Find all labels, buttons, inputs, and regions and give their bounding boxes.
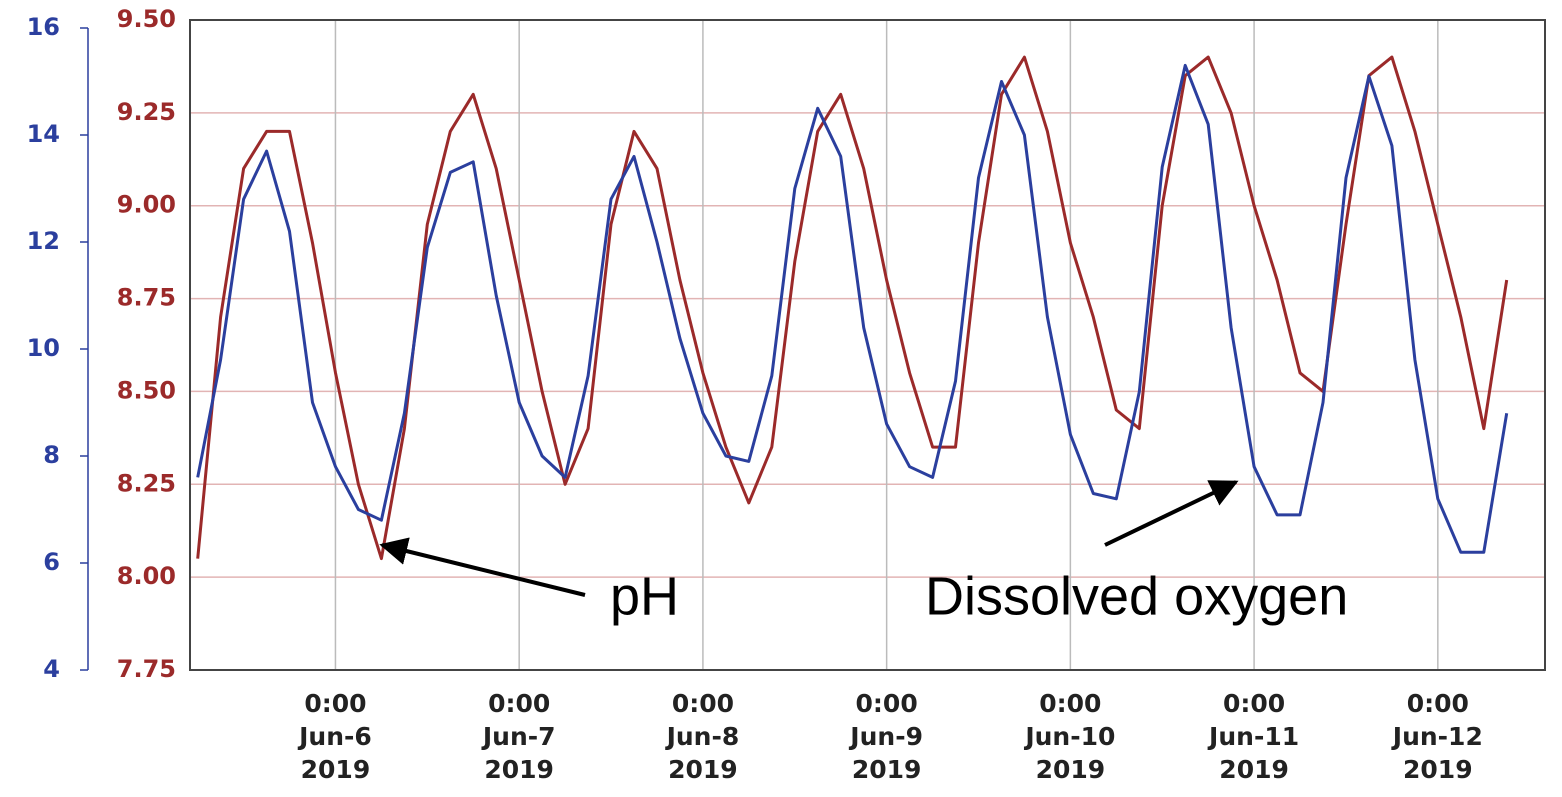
y-tick-label: 8.75 bbox=[117, 284, 176, 312]
annotation-arrow bbox=[1104, 480, 1239, 547]
x-tick-label: 0:00 Jun-7 2019 bbox=[481, 689, 556, 784]
x-tick-label: 0:00 Jun-9 2019 bbox=[848, 689, 923, 784]
y-tick-label: 8.50 bbox=[117, 376, 176, 404]
y2-tick-label: 4 bbox=[43, 655, 60, 683]
y2-tick-label: 10 bbox=[27, 334, 60, 362]
x-tick-label: 0:00 Jun-11 2019 bbox=[1207, 689, 1299, 784]
y2-tick-label: 8 bbox=[43, 441, 60, 469]
y-tick-label: 8.00 bbox=[117, 562, 176, 590]
x-tick-label: 0:00 Jun-10 2019 bbox=[1023, 689, 1115, 784]
y2-tick-label: 12 bbox=[27, 227, 60, 255]
annotation: Dissolved oxygen bbox=[925, 566, 1348, 626]
y2-tick-label: 16 bbox=[27, 13, 60, 41]
y-tick-label: 9.00 bbox=[117, 191, 176, 219]
y-tick-label: 7.75 bbox=[117, 655, 176, 683]
x-tick-label: 0:00 Jun-12 2019 bbox=[1391, 689, 1483, 784]
x-tick-label: 0:00 Jun-8 2019 bbox=[665, 689, 740, 784]
y-tick-label: 9.50 bbox=[117, 5, 176, 33]
data-line bbox=[196, 63, 1509, 554]
x-tick-label: 0:00 Jun-6 2019 bbox=[297, 689, 372, 784]
annotation-arrow bbox=[379, 537, 586, 597]
plot-frame bbox=[189, 19, 1546, 671]
y-tick-label: 8.25 bbox=[117, 469, 176, 497]
y2-tick-label: 14 bbox=[27, 120, 60, 148]
y2-tick-label: 6 bbox=[43, 548, 60, 576]
y-tick-label: 9.25 bbox=[117, 98, 176, 126]
annotation: pH bbox=[610, 566, 679, 626]
